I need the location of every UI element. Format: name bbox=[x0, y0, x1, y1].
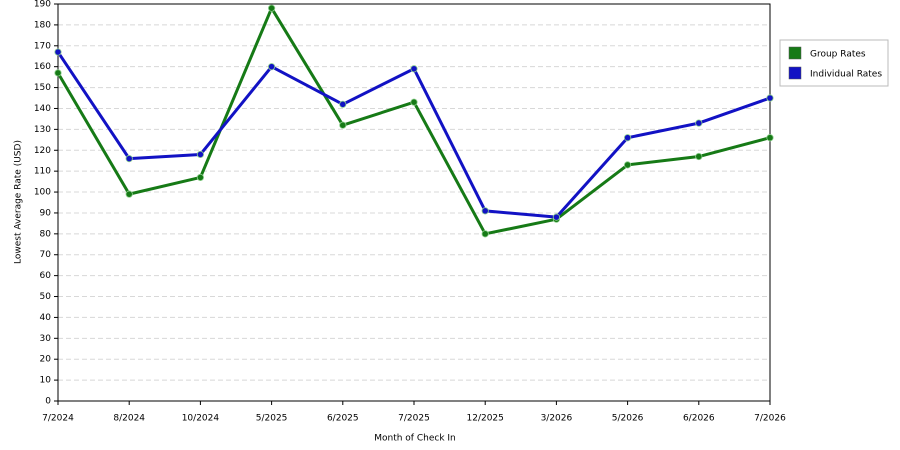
y-tick-label: 180 bbox=[34, 20, 51, 30]
y-tick-label: 170 bbox=[34, 41, 51, 51]
data-point bbox=[410, 65, 418, 73]
y-tick-label: 60 bbox=[40, 271, 52, 281]
y-tick-label: 90 bbox=[40, 208, 52, 218]
y-tick-label: 70 bbox=[40, 250, 52, 260]
data-point bbox=[339, 100, 347, 108]
x-tick-label: 7/2025 bbox=[398, 414, 430, 424]
y-tick-label: 130 bbox=[34, 125, 51, 135]
y-tick-label: 10 bbox=[40, 376, 52, 386]
x-tick-label: 7/2024 bbox=[42, 414, 74, 424]
data-point bbox=[552, 213, 561, 221]
data-point bbox=[339, 121, 347, 129]
y-tick-label: 110 bbox=[34, 167, 51, 177]
y-tick-label: 30 bbox=[40, 334, 52, 344]
data-point bbox=[267, 4, 276, 12]
data-point bbox=[695, 152, 703, 161]
data-point bbox=[481, 230, 489, 238]
x-tick-label: 12/2025 bbox=[467, 414, 504, 424]
data-point bbox=[410, 98, 418, 106]
legend-swatch bbox=[788, 46, 802, 60]
y-tick-label: 50 bbox=[40, 292, 52, 302]
data-point bbox=[481, 207, 489, 215]
y-tick-label: 40 bbox=[40, 313, 52, 323]
x-tick-label: 6/2025 bbox=[327, 414, 359, 424]
data-point bbox=[54, 69, 62, 77]
y-tick-label: 160 bbox=[34, 62, 51, 72]
x-axis-label: Month of Check In bbox=[374, 434, 456, 444]
data-point bbox=[623, 134, 632, 142]
data-point bbox=[125, 155, 133, 163]
data-point bbox=[196, 150, 204, 159]
data-point bbox=[54, 48, 62, 56]
legend-swatch bbox=[788, 66, 802, 80]
x-tick-label: 5/2026 bbox=[612, 414, 644, 424]
data-point bbox=[125, 190, 133, 198]
data-point bbox=[695, 119, 703, 127]
y-tick-label: 80 bbox=[40, 229, 52, 239]
data-point bbox=[196, 173, 204, 182]
x-tick-label: 6/2026 bbox=[683, 414, 715, 424]
x-tick-label: 10/2024 bbox=[182, 414, 220, 424]
x-tick-label: 5/2025 bbox=[256, 414, 288, 424]
y-axis-label: Lowest Average Rate (USD) bbox=[14, 140, 24, 264]
data-point bbox=[766, 134, 774, 142]
y-tick-label: 100 bbox=[34, 188, 51, 198]
x-tick-label: 8/2024 bbox=[113, 414, 145, 424]
y-tick-label: 190 bbox=[34, 0, 51, 10]
data-point bbox=[623, 161, 632, 169]
x-tick-label: 3/2026 bbox=[541, 414, 573, 424]
y-tick-label: 0 bbox=[45, 397, 51, 407]
legend-label: Group Rates bbox=[810, 50, 866, 60]
data-point bbox=[766, 94, 774, 102]
y-tick-label: 20 bbox=[40, 355, 52, 365]
y-tick-label: 140 bbox=[34, 104, 51, 114]
x-tick-label: 7/2026 bbox=[754, 414, 786, 424]
data-point bbox=[267, 63, 276, 71]
y-tick-label: 120 bbox=[34, 146, 51, 156]
y-tick-label: 150 bbox=[34, 83, 51, 93]
legend-label: Individual Rates bbox=[810, 70, 882, 80]
